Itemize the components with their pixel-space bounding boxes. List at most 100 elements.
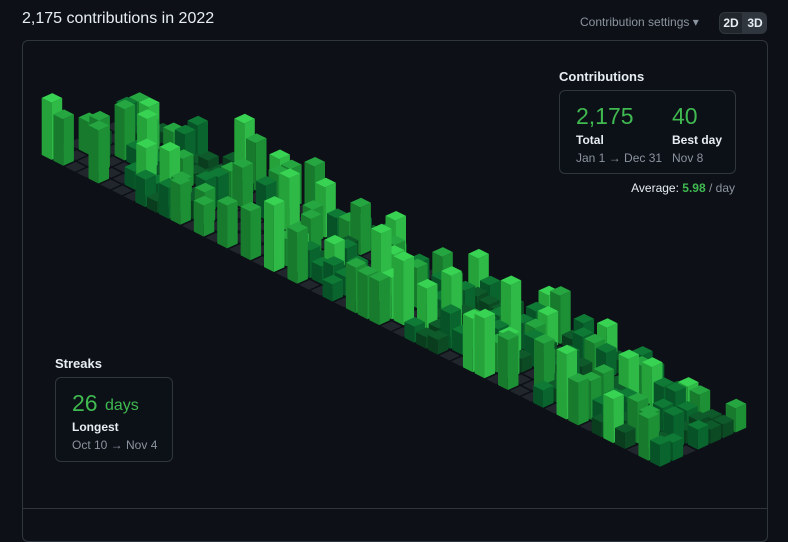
best-label: Best day (672, 133, 723, 147)
graph-cell (369, 271, 390, 282)
graph-cell (596, 342, 617, 353)
graph-cell (474, 313, 485, 379)
graph-cell (533, 385, 543, 408)
graph-cell (653, 377, 675, 388)
graph-cell (197, 120, 208, 162)
average-unit: / day (708, 181, 735, 195)
graph-cell (227, 201, 238, 249)
graph-cell (507, 335, 519, 390)
graph-cell (660, 440, 671, 467)
graph-cell (41, 93, 63, 103)
graph-cell (650, 440, 660, 467)
graph-cell (381, 321, 402, 331)
graph-cell (350, 197, 371, 208)
graph-cell (124, 166, 135, 190)
graph-cell (573, 313, 595, 324)
graph-cell (113, 162, 135, 173)
graph-cell (578, 378, 589, 426)
graph-cell (538, 285, 559, 296)
graph-cell (158, 182, 169, 219)
settings-menu[interactable]: Contribution settings ▾ (580, 15, 699, 29)
graph-cell (525, 301, 547, 312)
graph-cell (498, 335, 508, 390)
graph-cell (332, 279, 343, 302)
graph-cell (393, 256, 404, 326)
total-label: Total (576, 133, 604, 147)
graph-cell (688, 411, 710, 421)
graph-cell (170, 175, 191, 185)
graph-cell (572, 327, 594, 337)
graph-cell (198, 151, 219, 161)
divider (23, 508, 767, 509)
graph-cell (603, 389, 624, 400)
graph-cell (217, 196, 238, 206)
graph-cell (174, 124, 196, 135)
graph-cell (360, 202, 371, 256)
graph-cell (98, 125, 109, 184)
graph-cell (568, 377, 579, 426)
graph-cell (268, 165, 289, 175)
graph-cell (88, 125, 99, 184)
graph-cell (556, 349, 567, 420)
graph-cell (663, 406, 685, 416)
graph-cell (159, 141, 181, 152)
graph-cell (462, 309, 484, 319)
streaks-title: Streaks (55, 356, 102, 371)
view-2d-button[interactable]: 2D (719, 12, 743, 34)
graph-cell (170, 179, 181, 225)
average: Average: 5.98 / day (631, 181, 735, 195)
graph-cell (129, 92, 150, 103)
graph-cell (603, 394, 614, 444)
graph-cell (713, 414, 734, 425)
graph-cell (287, 227, 298, 284)
graph-cell (525, 318, 546, 329)
graph-cell (324, 234, 345, 245)
graph-cell (234, 113, 255, 124)
graph-cell (300, 209, 322, 219)
graph-cell (379, 276, 390, 326)
graph-cell (624, 428, 636, 449)
graph-cell (135, 169, 156, 180)
graph-cell (114, 104, 125, 161)
graph-cell (137, 109, 158, 119)
graph-cell (187, 115, 208, 126)
graph-cell (193, 200, 204, 237)
graph-cell (126, 144, 137, 167)
graph-cell (311, 261, 322, 284)
graph-cell (345, 262, 356, 314)
graph-cell (500, 275, 522, 286)
graph-cell (65, 161, 86, 172)
graph-cell (441, 266, 462, 276)
graph-cell (468, 248, 489, 259)
total-range: Jan 1 → Dec 31 (576, 151, 663, 165)
graph-cell (369, 276, 380, 326)
graph-cell (194, 182, 216, 193)
graph-cell (597, 318, 618, 328)
graph-cell (255, 176, 277, 186)
average-label: Average: (631, 181, 679, 195)
graph-cell (615, 427, 625, 449)
settings-label: Contribution settings (580, 15, 690, 29)
graph-cell (618, 349, 640, 360)
graph-cell (302, 200, 324, 210)
graph-cell (289, 173, 300, 232)
graph-cell (136, 138, 157, 149)
graph-cell (537, 306, 559, 316)
graph-cell (322, 279, 333, 302)
page-title: 2,175 contributions in 2022 (22, 10, 215, 27)
graph-cell (100, 179, 121, 190)
graph-cell (304, 157, 325, 167)
graph-cell (638, 409, 659, 419)
graph-cell (524, 329, 545, 339)
graph-cell (371, 223, 392, 234)
view-3d-button[interactable]: 3D (743, 12, 767, 34)
contribution-graph-3d (41, 92, 747, 467)
graph-cell (650, 435, 671, 445)
graph-cell (393, 251, 415, 262)
graph-cell (417, 278, 438, 289)
graph-cell (593, 364, 614, 374)
graph-cell (550, 286, 571, 296)
graph-cell (697, 424, 709, 450)
graph-cell (287, 222, 308, 233)
graph-cell (246, 133, 267, 144)
